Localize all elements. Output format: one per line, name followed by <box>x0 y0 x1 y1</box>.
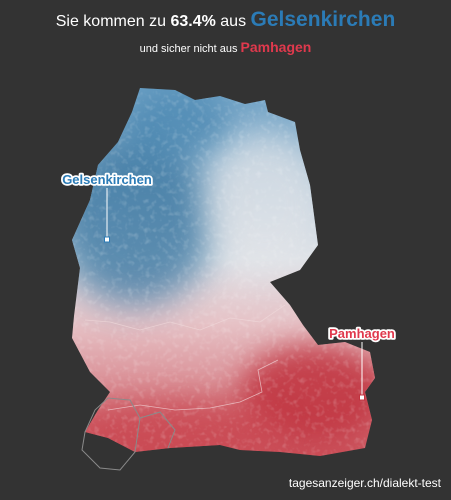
subheadline-prefix: und sicher nicht aus <box>139 43 238 55</box>
border-switzerland <box>81 397 141 471</box>
map-land <box>72 88 375 456</box>
worst-city-map-label: Pamhagen <box>329 326 395 341</box>
source-credit: tagesanzeiger.ch/dialekt-test <box>288 476 441 490</box>
grid-texture <box>72 88 375 456</box>
headline-middle: aus <box>220 13 247 30</box>
headline-percent: 63.4% <box>170 13 216 30</box>
worst-city-marker <box>359 394 365 401</box>
worst-city-name: Pamhagen <box>240 39 312 55</box>
border-austria <box>107 359 279 411</box>
headline: Sie kommen zu 63.4% aus Gelsenkirchen <box>0 8 451 32</box>
border-germany <box>84 304 286 331</box>
border-lakes <box>139 411 176 449</box>
best-city-marker <box>104 236 110 243</box>
best-city-map-label: Gelsenkirchen <box>62 172 152 187</box>
best-city-name: Gelsenkirchen <box>250 8 396 31</box>
subheadline: und sicher nicht aus Pamhagen <box>0 39 451 55</box>
headline-prefix: Sie kommen zu <box>55 13 166 30</box>
